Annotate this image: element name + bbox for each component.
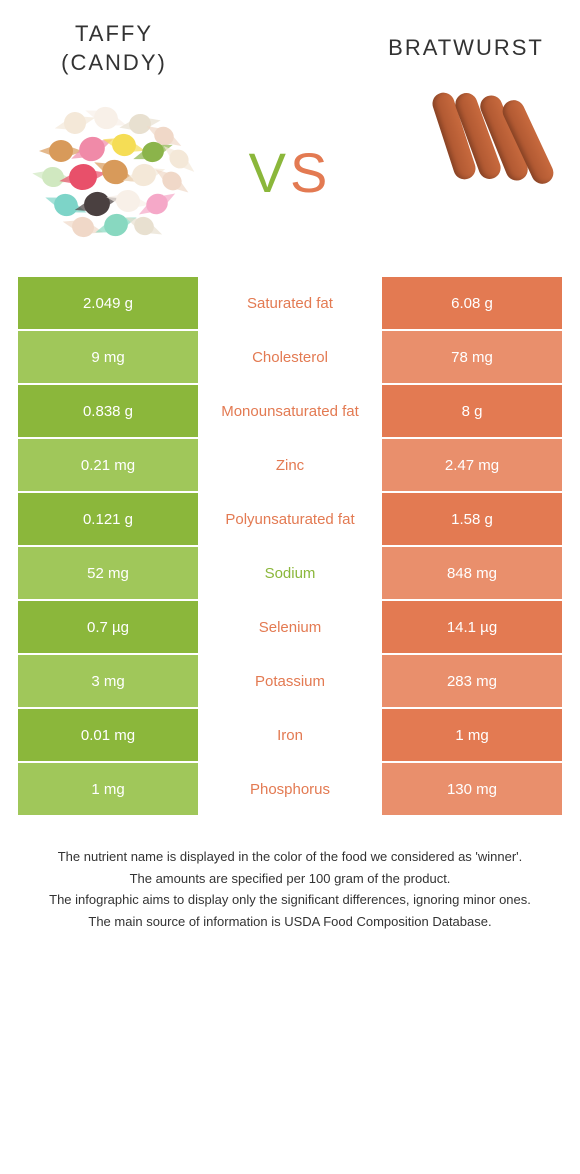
candy-piece (49, 140, 73, 162)
infographic-container: TAFFY (CANDY) BRATWURST VS 2.049 gSatura… (0, 0, 580, 931)
candy-piece (101, 211, 131, 240)
footnote-line: The amounts are specified per 100 gram o… (24, 869, 556, 889)
right-value: 283 mg (382, 655, 562, 707)
left-value: 1 mg (18, 763, 198, 815)
table-row: 0.121 gPolyunsaturated fat1.58 g (18, 493, 562, 545)
nutrient-label: Cholesterol (198, 331, 382, 383)
table-row: 0.21 mgZinc2.47 mg (18, 439, 562, 491)
left-value: 0.7 µg (18, 601, 198, 653)
bratwurst-image (376, 97, 556, 247)
nutrient-label: Selenium (198, 601, 382, 653)
nutrient-label: Zinc (198, 439, 382, 491)
left-food-title: TAFFY (CANDY) (24, 20, 204, 77)
table-row: 2.049 gSaturated fat6.08 g (18, 277, 562, 329)
candy-piece (130, 161, 159, 188)
right-value: 8 g (382, 385, 562, 437)
right-value: 6.08 g (382, 277, 562, 329)
taffy-image (24, 97, 204, 247)
candy-piece (114, 188, 141, 214)
left-value: 52 mg (18, 547, 198, 599)
vs-label: VS (249, 140, 332, 205)
table-row: 0.7 µgSelenium14.1 µg (18, 601, 562, 653)
footnote-line: The infographic aims to display only the… (24, 890, 556, 910)
table-row: 0.838 gMonounsaturated fat8 g (18, 385, 562, 437)
nutrient-label: Monounsaturated fat (198, 385, 382, 437)
candy-piece (70, 215, 96, 240)
footnote-line: The nutrient name is displayed in the co… (24, 847, 556, 867)
left-value: 3 mg (18, 655, 198, 707)
right-value: 848 mg (382, 547, 562, 599)
right-value: 1.58 g (382, 493, 562, 545)
nutrient-label: Polyunsaturated fat (198, 493, 382, 545)
table-row: 1 mgPhosphorus130 mg (18, 763, 562, 815)
left-value: 0.838 g (18, 385, 198, 437)
left-value: 9 mg (18, 331, 198, 383)
image-row: VS (0, 87, 580, 277)
candy-piece (166, 146, 193, 173)
header-titles: TAFFY (CANDY) BRATWURST (0, 0, 580, 87)
table-row: 9 mgCholesterol78 mg (18, 331, 562, 383)
vs-v: V (249, 141, 290, 204)
candy-piece (110, 131, 139, 158)
nutrient-label: Potassium (198, 655, 382, 707)
nutrient-label: Iron (198, 709, 382, 761)
vs-s: S (290, 141, 331, 204)
candy-piece (98, 156, 132, 189)
bratwurst-illustration (391, 107, 541, 237)
candy-piece (51, 191, 81, 220)
nutrient-label: Phosphorus (198, 763, 382, 815)
candy-piece (81, 189, 112, 219)
right-value: 1 mg (382, 709, 562, 761)
left-value: 0.01 mg (18, 709, 198, 761)
table-row: 0.01 mgIron1 mg (18, 709, 562, 761)
nutrient-table: 2.049 gSaturated fat6.08 g9 mgCholestero… (0, 277, 580, 815)
right-value: 2.47 mg (382, 439, 562, 491)
right-value: 130 mg (382, 763, 562, 815)
right-value: 14.1 µg (382, 601, 562, 653)
candy-piece (67, 162, 99, 192)
left-value: 0.21 mg (18, 439, 198, 491)
left-value: 2.049 g (18, 277, 198, 329)
right-food-title: BRATWURST (376, 34, 556, 63)
left-value: 0.121 g (18, 493, 198, 545)
right-value: 78 mg (382, 331, 562, 383)
nutrient-label: Saturated fat (198, 277, 382, 329)
footnote-line: The main source of information is USDA F… (24, 912, 556, 932)
right-food-col: BRATWURST (376, 34, 556, 63)
candy-piece (75, 133, 109, 166)
candy-piece (91, 104, 121, 133)
table-row: 52 mgSodium848 mg (18, 547, 562, 599)
nutrient-label: Sodium (198, 547, 382, 599)
table-row: 3 mgPotassium283 mg (18, 655, 562, 707)
candy-piece (142, 190, 171, 218)
candy-piece (127, 112, 152, 136)
candy-piece (159, 168, 186, 194)
candy-piece (62, 110, 89, 137)
footnotes: The nutrient name is displayed in the co… (0, 817, 580, 931)
taffy-illustration (34, 102, 194, 242)
left-food-col: TAFFY (CANDY) (24, 20, 204, 77)
candy-piece (40, 165, 65, 189)
